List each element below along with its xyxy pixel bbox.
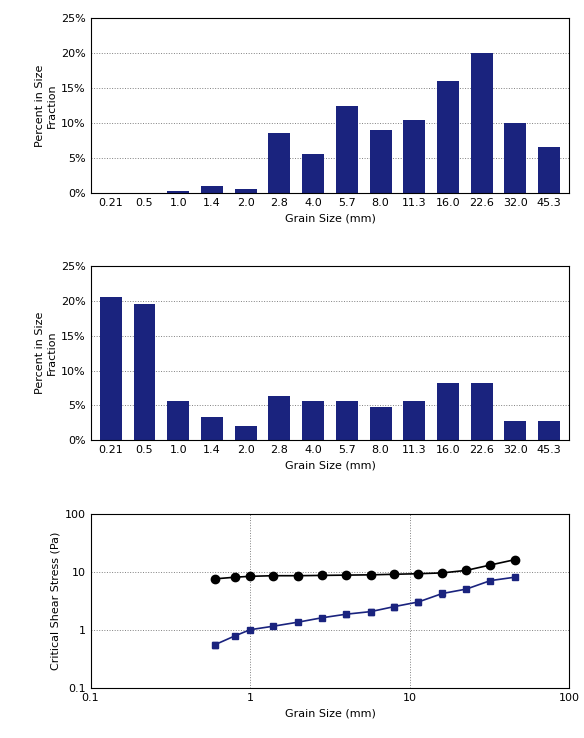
Bar [471, 53, 493, 193]
X-axis label: Grain Size (mm): Grain Size (mm) [284, 708, 376, 718]
Bar [471, 383, 493, 441]
Bar [302, 401, 324, 441]
Bar [167, 190, 189, 193]
Bar [505, 421, 526, 441]
Bar [437, 81, 459, 193]
Bar [336, 401, 358, 441]
Bar [269, 134, 290, 193]
Bar [437, 383, 459, 441]
Y-axis label: Percent in Size
Fraction: Percent in Size Fraction [35, 312, 57, 394]
Bar [505, 123, 526, 193]
Bar [201, 417, 223, 441]
Y-axis label: Critical Shear Stress (Pa): Critical Shear Stress (Pa) [50, 531, 61, 670]
Bar [167, 401, 189, 441]
Bar [538, 148, 560, 193]
Bar [269, 396, 290, 441]
X-axis label: Grain Size (mm): Grain Size (mm) [284, 461, 376, 471]
Bar [134, 304, 155, 441]
Bar [370, 130, 391, 193]
Bar [235, 189, 256, 193]
X-axis label: Grain Size (mm): Grain Size (mm) [284, 213, 376, 223]
Bar [404, 120, 425, 193]
Bar [100, 297, 121, 441]
Bar [302, 154, 324, 193]
Bar [404, 401, 425, 441]
Bar [235, 427, 256, 441]
Bar [336, 106, 358, 193]
Bar [370, 407, 391, 441]
Bar [538, 421, 560, 441]
Y-axis label: Percent in Size
Fraction: Percent in Size Fraction [35, 64, 57, 147]
Bar [201, 186, 223, 193]
